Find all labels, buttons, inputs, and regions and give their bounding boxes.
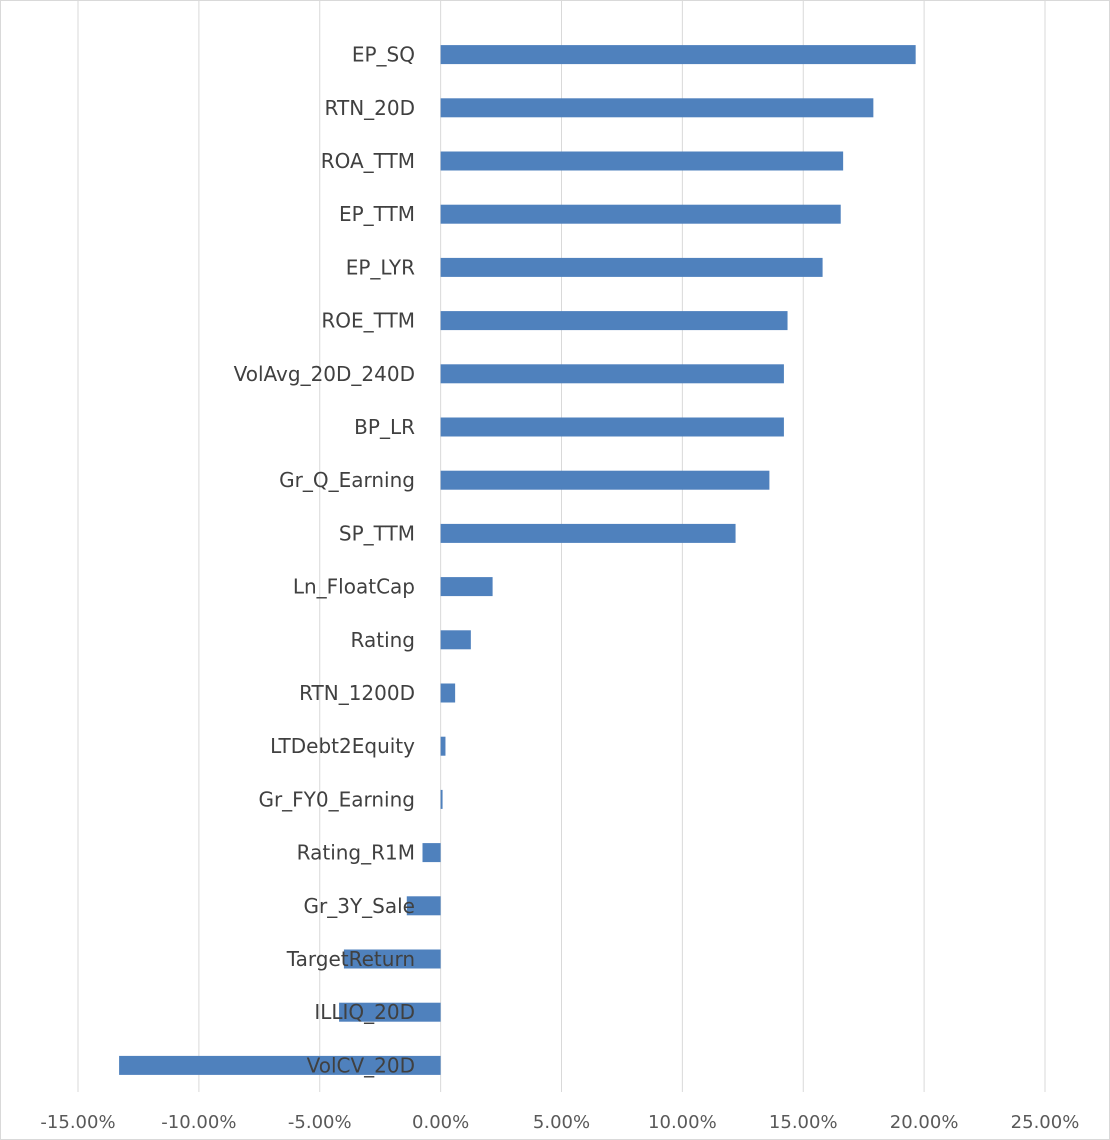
- bar: [440, 204, 841, 224]
- category-label: Gr_FY0_Earning: [258, 787, 415, 811]
- x-tick-label: 0.00%: [412, 1112, 469, 1133]
- x-tick-label: 5.00%: [533, 1112, 590, 1133]
- bar: [440, 736, 446, 756]
- category-label: ROA_TTM: [321, 149, 415, 173]
- bar: [422, 843, 441, 863]
- gridlines: [77, 1, 1046, 1092]
- bar: [440, 523, 736, 543]
- category-label: VolCV_20D: [307, 1053, 415, 1077]
- bar: [406, 896, 441, 916]
- bar: [440, 417, 784, 437]
- category-label: EP_LYR: [346, 255, 415, 279]
- x-tick-label: -5.00%: [288, 1112, 352, 1133]
- category-label: LTDebt2Equity: [270, 734, 415, 758]
- x-tick-label: -15.00%: [40, 1112, 115, 1133]
- bar: [440, 364, 784, 384]
- bar: [440, 311, 788, 331]
- category-label: SP_TTM: [339, 521, 415, 545]
- bar: [119, 1055, 441, 1075]
- category-label: Rating_R1M: [297, 841, 415, 865]
- bar: [440, 630, 471, 650]
- x-tick-label: 20.00%: [890, 1112, 959, 1133]
- category-labels: EP_SQ RTN_20D ROA_TTM EP_TTM EP_LYR ROE_TTM Vo…: [234, 43, 416, 1078]
- category-label: ROE_TTM: [321, 309, 415, 333]
- category-label: EP_TTM: [339, 202, 415, 226]
- category-label: RTN_1200D: [299, 681, 415, 705]
- x-tick-label: 15.00%: [769, 1112, 838, 1133]
- bar: [440, 45, 916, 65]
- category-label: Rating: [351, 628, 415, 652]
- bars: [119, 45, 916, 1075]
- bar: [440, 257, 823, 277]
- x-tick-label: 10.00%: [648, 1112, 717, 1133]
- x-tick-label: 25.00%: [1011, 1112, 1080, 1133]
- bar: [440, 470, 770, 490]
- category-label: Gr_3Y_Sale: [304, 894, 415, 918]
- category-label: VolAvg_20D_240D: [234, 362, 415, 386]
- x-tick-label: -10.00%: [161, 1112, 236, 1133]
- category-label: BP_LR: [354, 415, 415, 439]
- category-label: Gr_Q_Earning: [279, 468, 415, 492]
- bar: [440, 577, 493, 597]
- x-axis-tick-labels: -15.00% -10.00% -5.00% 0.00% 5.00% 10.00% 15.0…: [40, 1112, 1079, 1133]
- category-label: ILLIQ_20D: [314, 1000, 415, 1024]
- category-label: RTN_20D: [325, 96, 415, 120]
- bar: [339, 1002, 441, 1022]
- category-label: TargetReturn: [286, 947, 415, 971]
- bar: [440, 683, 456, 703]
- category-label: EP_SQ: [352, 43, 415, 67]
- bar: [440, 151, 844, 171]
- category-label: Ln_FloatCap: [293, 575, 415, 599]
- bar: [440, 98, 874, 118]
- bar: [440, 789, 443, 809]
- bar: [343, 949, 441, 969]
